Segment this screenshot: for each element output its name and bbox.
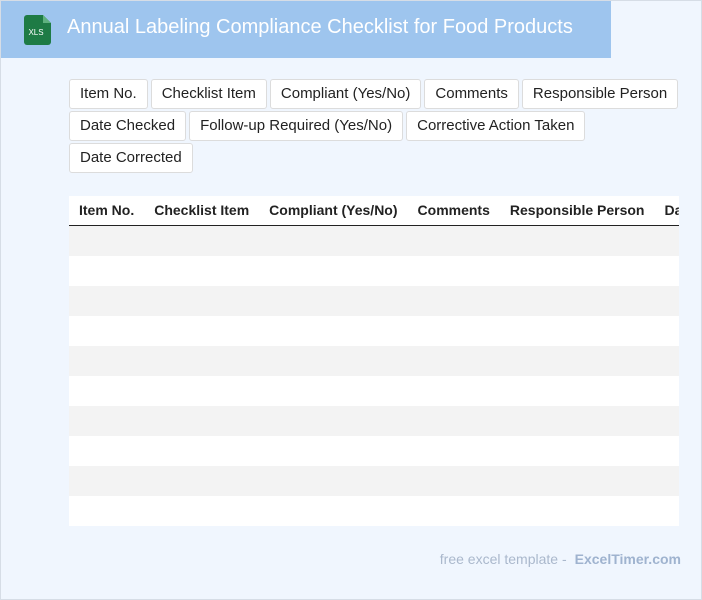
tag-list: Item No. Checklist Item Compliant (Yes/No)…: [69, 79, 684, 173]
footer: free excel template - ExcelTimer.com: [440, 551, 681, 567]
tag-button[interactable]: Item No.: [69, 79, 148, 109]
xls-icon: XLS: [24, 15, 51, 45]
icon-label: XLS: [28, 28, 43, 37]
tag-button[interactable]: Compliant (Yes/No): [269, 79, 422, 109]
column-header: Comments: [417, 202, 490, 218]
table-row: [69, 256, 679, 286]
tag-button[interactable]: Date Checked: [69, 111, 187, 141]
table-row: [69, 466, 679, 496]
column-header: Checklist Item: [154, 202, 250, 218]
table-row: [69, 496, 679, 526]
column-header: Compliant (Yes/No): [269, 202, 398, 218]
footer-link[interactable]: ExcelTimer.com: [574, 551, 681, 567]
tag-button[interactable]: Checklist Item: [150, 79, 267, 109]
tag-button[interactable]: Follow-up Required (Yes/No): [189, 111, 404, 141]
header-bar: XLS Annual Labeling Compliance Checklist…: [1, 1, 611, 58]
table-row: [69, 406, 679, 436]
footer-text: free excel template -: [439, 551, 567, 567]
tag-button[interactable]: Responsible Person: [521, 79, 679, 109]
table-row: [69, 286, 679, 316]
tag-button[interactable]: Date Corrected: [69, 143, 193, 173]
tag-button[interactable]: Comments: [424, 79, 519, 109]
table-row: [69, 376, 679, 406]
table-row: [69, 346, 679, 376]
title: Annual Labeling Compliance Checklist for…: [67, 16, 573, 38]
table-body: [69, 226, 679, 526]
table-row: [69, 316, 679, 346]
column-header: Responsible Person: [509, 202, 645, 218]
table-row: [69, 226, 679, 256]
table-row: [69, 436, 679, 466]
column-header: Date Checked: [664, 202, 679, 218]
table-header: Item No. Checklist Item Compliant (Yes/No)…: [69, 196, 679, 226]
tag-button[interactable]: Corrective Action Taken: [406, 111, 586, 141]
table: Item No. Checklist Item Compliant (Yes/No)…: [69, 196, 679, 526]
column-header: Item No.: [79, 202, 135, 218]
